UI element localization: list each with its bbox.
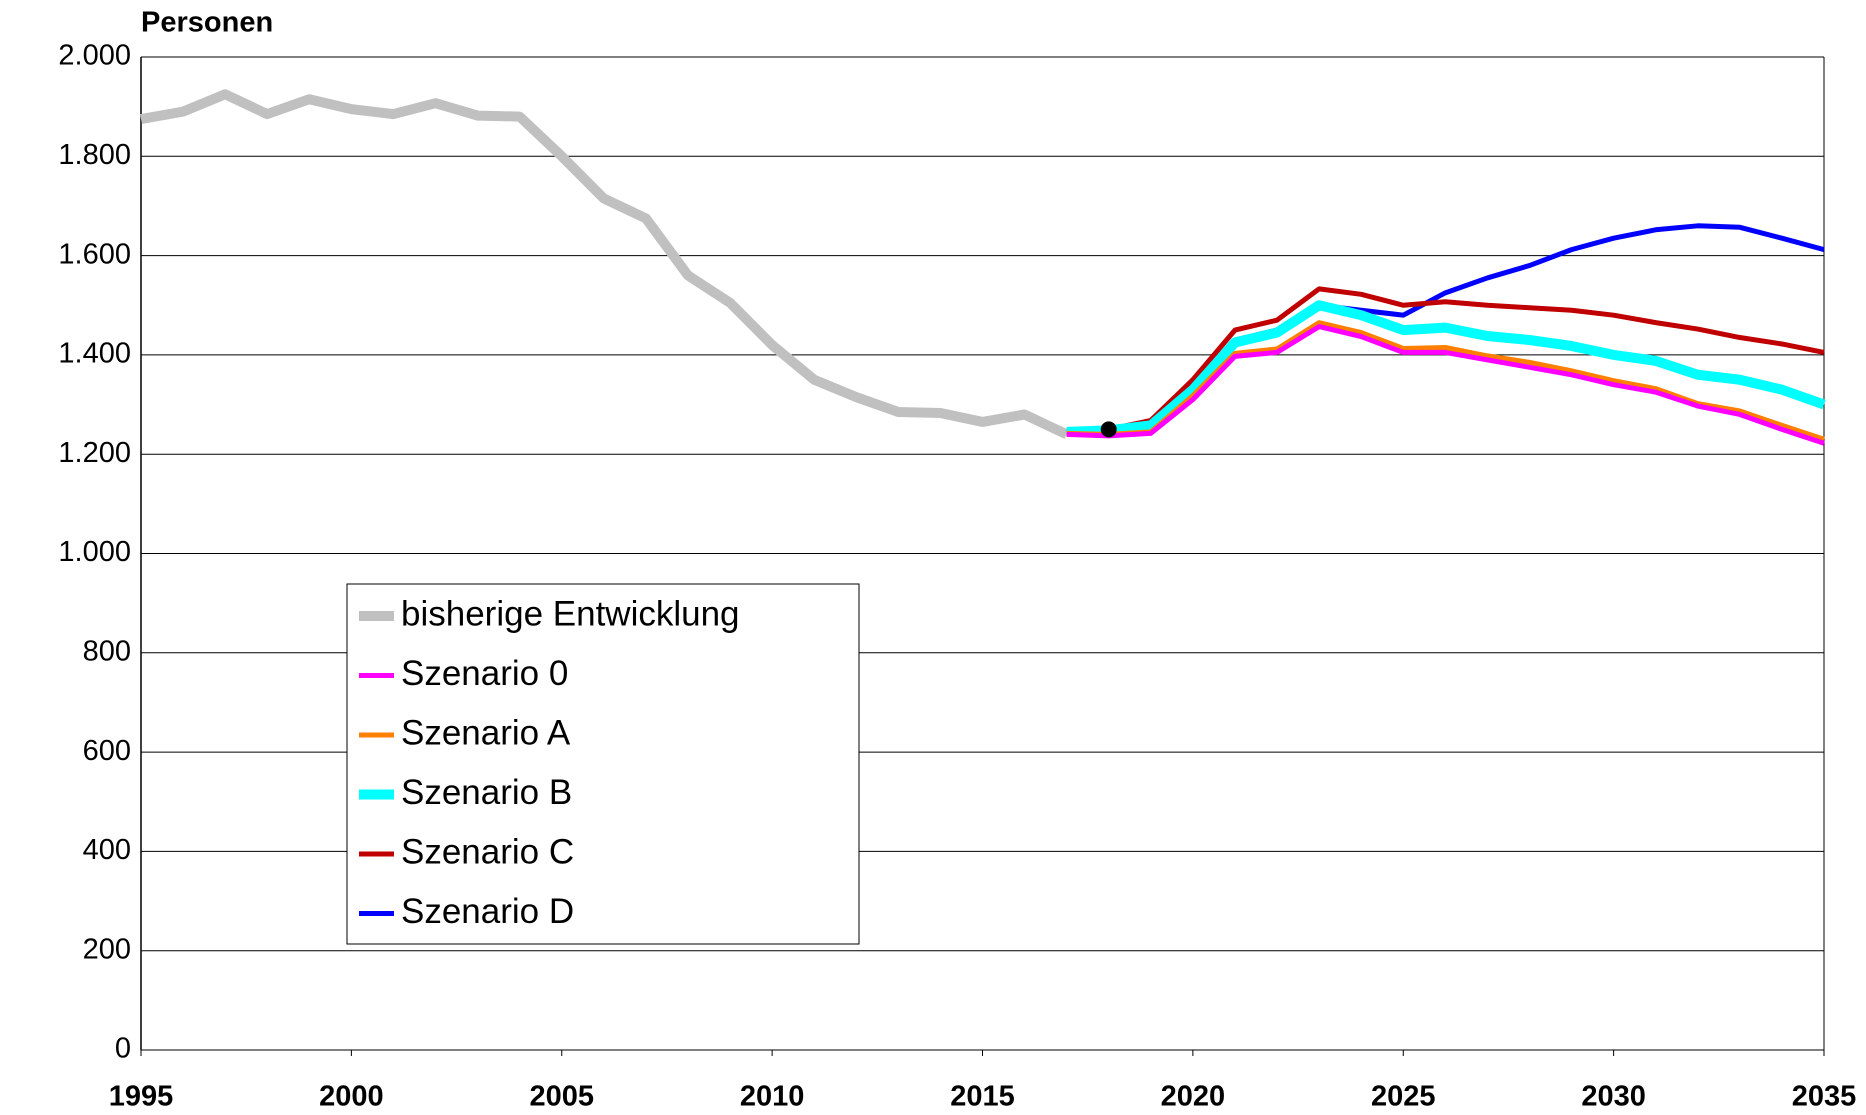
series-line — [140, 89, 1069, 439]
y-tick-label: 800 — [83, 635, 131, 667]
series-line — [1066, 324, 1825, 446]
x-tick-label: 2035 — [1792, 1081, 1857, 1113]
y-tick-label: 600 — [83, 735, 131, 767]
y-tick-label: 400 — [83, 834, 131, 866]
series-line — [1066, 300, 1826, 437]
legend-label: Szenario C — [401, 832, 574, 871]
y-tick-label: 0 — [115, 1033, 131, 1065]
y-tick-label: 2.000 — [58, 40, 131, 72]
y-tick-label: 1.600 — [58, 238, 131, 270]
legend-label: bisherige Entwicklung — [401, 594, 740, 633]
y-tick-label: 1.000 — [58, 536, 131, 568]
x-tick-label: 2030 — [1581, 1081, 1646, 1113]
series-line — [1066, 286, 1825, 435]
legend-label: Szenario A — [401, 713, 571, 752]
x-tick-label: 2020 — [1161, 1081, 1226, 1113]
y-tick-label: 1.200 — [58, 437, 131, 469]
x-tick-label: 2005 — [529, 1081, 594, 1113]
x-tick-label: 1995 — [109, 1081, 174, 1113]
legend-box — [346, 583, 860, 945]
x-tick-label: 2015 — [950, 1081, 1015, 1113]
legend-label: Szenario D — [401, 892, 574, 931]
y-tick-label: 1.400 — [58, 338, 131, 370]
y-tick-label: 1.800 — [58, 139, 131, 171]
y-tick-label: 200 — [83, 933, 131, 965]
legend-label: Szenario 0 — [401, 654, 568, 693]
x-tick-label: 2000 — [319, 1081, 384, 1113]
legend-label: Szenario B — [401, 773, 572, 812]
x-tick-label: 2025 — [1371, 1081, 1436, 1113]
y-axis-label: Personen — [141, 7, 273, 39]
marker-point — [1100, 421, 1117, 438]
x-tick-label: 2010 — [740, 1081, 805, 1113]
